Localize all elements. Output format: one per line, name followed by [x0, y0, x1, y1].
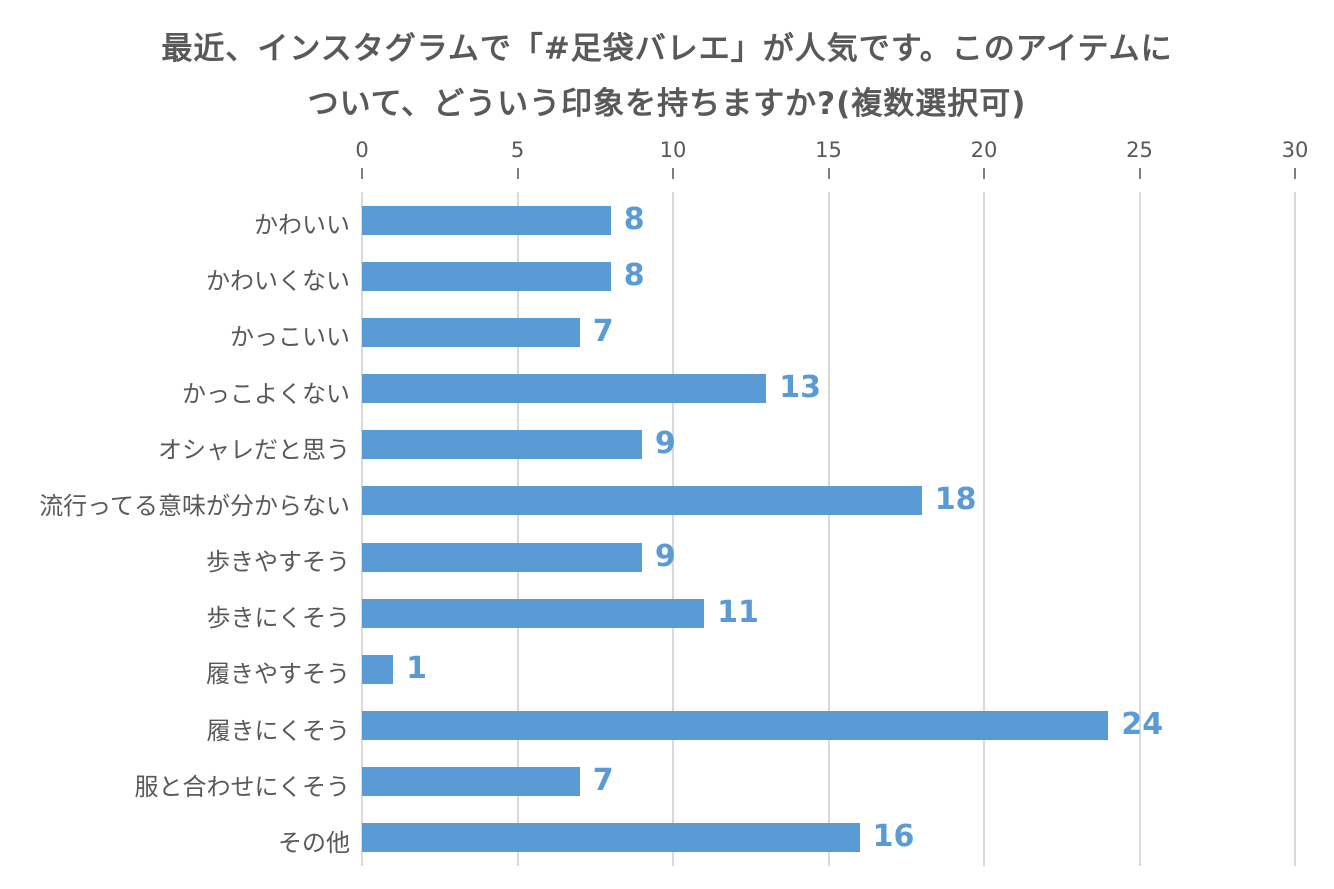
category-label: かっこよくない: [182, 379, 350, 408]
axis-tick-mark-10: [672, 168, 674, 179]
data-label: 7: [592, 313, 614, 349]
plot-area: [361, 192, 1296, 866]
axis-tick-mark-20: [983, 168, 985, 179]
chart-title-line-2: ついて、どういう印象を持ちますか?(複数選択可): [307, 86, 1027, 122]
data-label: 9: [654, 538, 676, 574]
data-label: 24: [1121, 707, 1164, 743]
bar: [362, 598, 705, 628]
axis-tick-mark-0: [361, 168, 363, 179]
data-label: 8: [623, 201, 645, 237]
axis-tick-mark-15: [827, 168, 830, 179]
axis-tick-label-15: 15: [815, 138, 842, 162]
data-label: 16: [872, 819, 915, 855]
category-label: かわいくない: [206, 267, 350, 296]
axis-tick-mark-30: [1294, 168, 1296, 179]
chart-title-line-1: 最近、インスタグラムで「#足袋バレエ」が人気です。このアイテムに: [161, 31, 1173, 67]
axis-tick-label-10: 10: [659, 138, 687, 162]
bar: [362, 486, 922, 516]
data-label: 11: [717, 594, 759, 630]
category-label: 履きやすそう: [206, 660, 350, 689]
category-label: 服と合わせにくそう: [134, 772, 350, 801]
data-label: 13: [779, 370, 822, 406]
category-label: かわいい: [254, 211, 350, 240]
bar: [362, 542, 642, 572]
axis-tick-mark-25: [1138, 168, 1141, 179]
gridline-25: [1138, 192, 1141, 866]
bar: [362, 767, 580, 797]
chart-title: 最近、インスタグラムで「#足袋バレエ」が人気です。このアイテムに ついて、どうい…: [40, 22, 1294, 132]
axis-tick-label-5: 5: [510, 138, 525, 162]
category-label: 歩きやすそう: [206, 548, 350, 577]
gridline-10: [672, 192, 674, 866]
data-label: 1: [406, 650, 427, 686]
category-label: 歩きにくそう: [206, 604, 350, 633]
bar: [362, 261, 611, 291]
category-label: オシャレだと思う: [158, 435, 350, 464]
category-label: その他: [278, 828, 350, 857]
bar: [362, 430, 642, 460]
data-label: 7: [592, 763, 614, 799]
data-label: 18: [934, 482, 977, 518]
gridline-30: [1294, 192, 1296, 866]
bar: [362, 205, 611, 235]
axis-tick-mark-5: [516, 168, 519, 179]
axis-tick-label-25: 25: [1126, 138, 1153, 162]
gridline-5: [516, 192, 519, 866]
category-label: 履きにくそう: [206, 716, 350, 745]
data-label: 8: [623, 257, 645, 293]
bar: [362, 654, 394, 684]
bar: [362, 823, 860, 853]
axis-tick-label-0: 0: [355, 138, 369, 162]
category-label: 流行ってる意味が分からない: [39, 491, 350, 520]
gridline-20: [983, 192, 985, 866]
axis-tick-label-30: 30: [1281, 138, 1309, 162]
gridline-0: [361, 192, 363, 866]
category-label: かっこいい: [230, 323, 350, 352]
bar: [362, 317, 580, 347]
data-label: 9: [654, 426, 676, 462]
axis-tick-label-20: 20: [970, 138, 998, 162]
bar: [362, 711, 1109, 741]
bar: [362, 374, 767, 404]
gridline-15: [827, 192, 830, 866]
